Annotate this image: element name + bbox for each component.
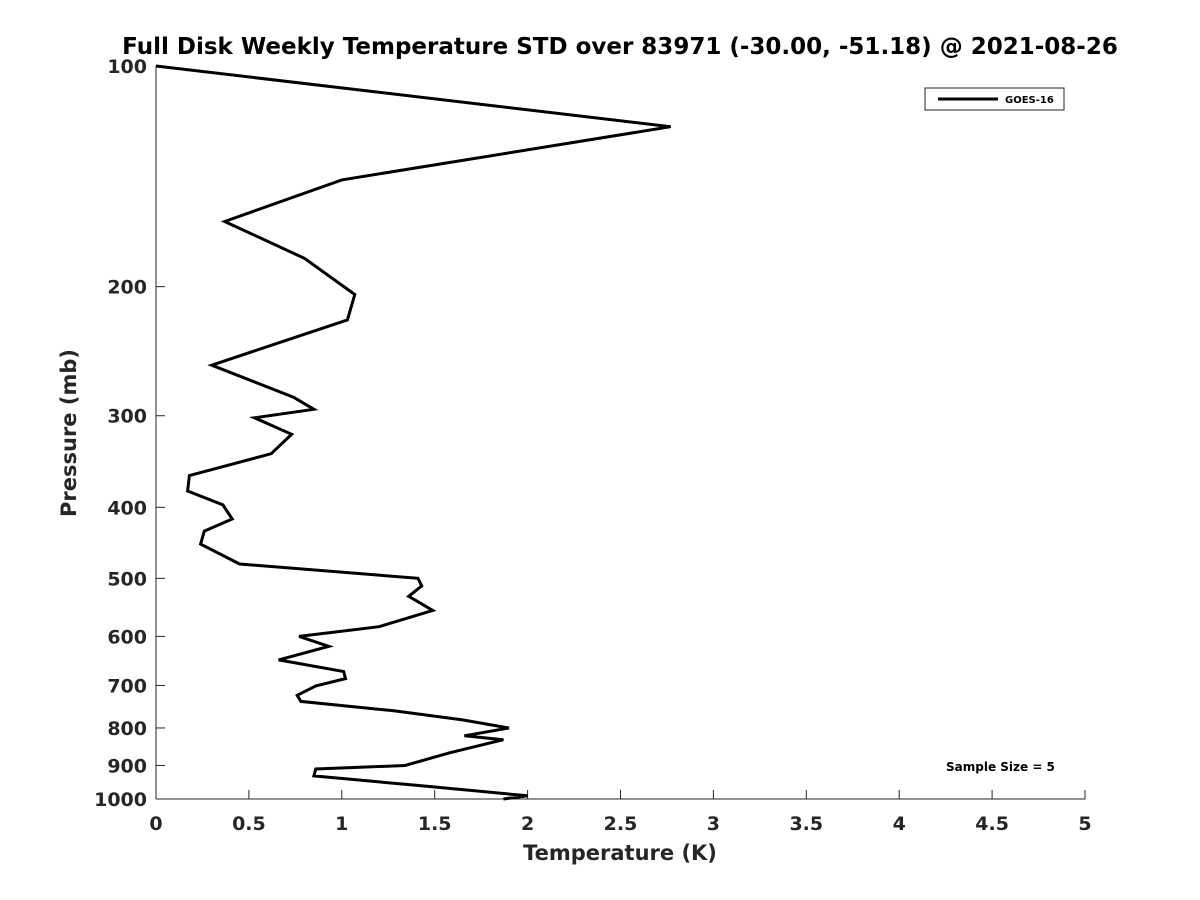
y-tick-label: 500 <box>107 568 147 590</box>
series-group <box>155 64 671 801</box>
x-tick-label: 0 <box>149 813 162 835</box>
plot-area <box>155 66 1085 800</box>
y-tick-label: 700 <box>107 675 147 697</box>
x-tick-label: 2.5 <box>604 813 638 835</box>
x-tick-label: 1 <box>335 813 348 835</box>
y-tick-label: 400 <box>107 497 147 519</box>
x-tick-label: 1.5 <box>418 813 452 835</box>
x-tick-label: 3 <box>707 813 720 835</box>
y-axis-ticks: 100 200 300 400 500 600 700 800 900 1000 <box>94 56 165 811</box>
x-tick-label: 0.5 <box>232 813 266 835</box>
x-tick-label: 3.5 <box>789 813 823 835</box>
y-tick-label: 1000 <box>94 789 147 811</box>
y-tick-label: 800 <box>107 718 147 740</box>
sample-size-annotation: Sample Size = 5 <box>946 760 1055 774</box>
y-tick-label: 300 <box>107 406 147 428</box>
x-tick-label: 5 <box>1078 813 1091 835</box>
legend: GOES-16 <box>924 87 1065 111</box>
series-line-goes-16 <box>155 64 671 801</box>
y-axis-label: Pressure (mb) <box>57 349 81 517</box>
legend-label: GOES-16 <box>1005 95 1054 106</box>
y-tick-label: 900 <box>107 755 147 777</box>
x-tick-label: 4.5 <box>975 813 1009 835</box>
y-tick-label: 600 <box>107 626 147 648</box>
y-tick-label: 100 <box>107 56 147 78</box>
chart-title: Full Disk Weekly Temperature STD over 83… <box>122 34 1118 60</box>
x-tick-label: 2 <box>521 813 534 835</box>
x-axis-label: Temperature (K) <box>523 841 717 865</box>
x-tick-label: 4 <box>893 813 906 835</box>
y-tick-label: 200 <box>107 277 147 299</box>
x-axis-ticks: 0 0.5 1 1.5 2 2.5 3 3.5 4 4.5 5 <box>149 790 1092 835</box>
